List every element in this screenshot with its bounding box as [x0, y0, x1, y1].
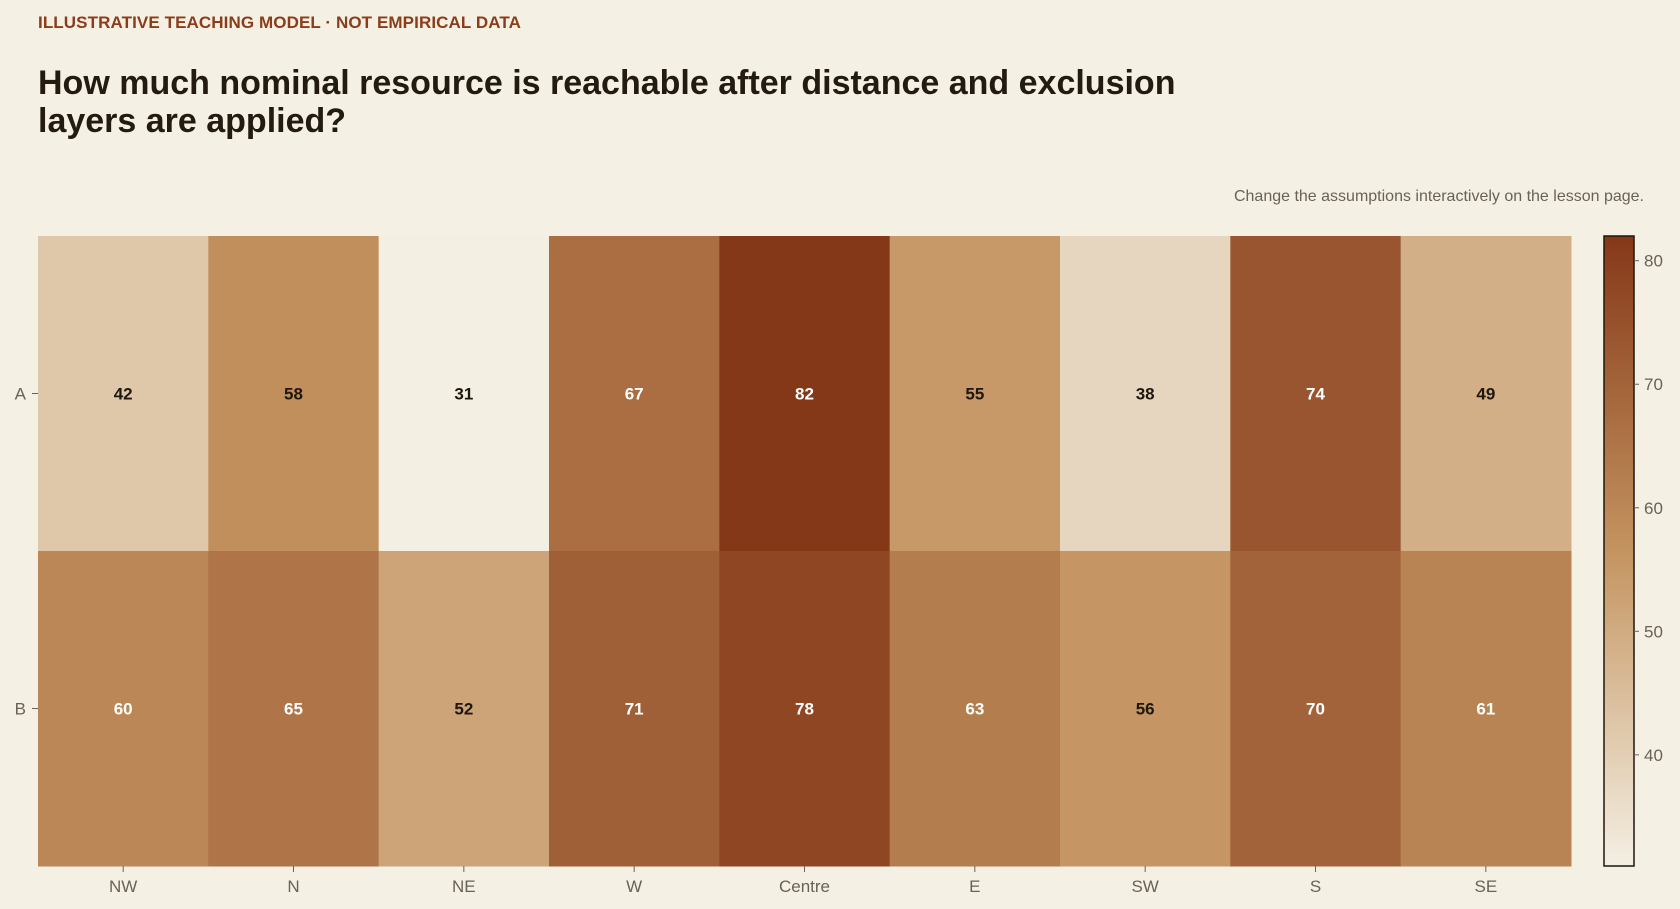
- cell-value-label: 60: [114, 700, 133, 719]
- heatmap-cell: [1060, 236, 1231, 552]
- cell-value-label: 42: [114, 385, 133, 404]
- kicker-label: ILLUSTRATIVE TEACHING MODEL · NOT EMPIRI…: [38, 13, 521, 32]
- heatmap-cell: [719, 236, 891, 552]
- cell-value-label: 55: [965, 385, 984, 404]
- cell-value-label: 31: [454, 385, 473, 404]
- cell-value-label: 49: [1476, 385, 1495, 404]
- cell-value-label: 63: [965, 700, 984, 719]
- x-tick-label: N: [287, 877, 299, 896]
- chart-title: How much nominal resource is reachable a…: [38, 64, 1176, 140]
- x-tick-label: W: [626, 877, 642, 896]
- x-tick-label: NW: [109, 877, 137, 896]
- colorbar: 40 50 60 70 80: [1603, 235, 1663, 867]
- cell-value-label: 61: [1476, 700, 1495, 719]
- heatmap-cell: [208, 236, 380, 552]
- y-tick-label: B: [15, 700, 26, 719]
- cell-value-label: 52: [454, 700, 473, 719]
- colorbar-tick-label: 80: [1644, 252, 1663, 271]
- x-tick-label: S: [1310, 877, 1321, 896]
- colorbar-tick-label: 40: [1644, 746, 1663, 765]
- x-tick-label: E: [969, 877, 980, 896]
- heatmap-axes: NW N NE W Centre E SW S SE A B: [15, 385, 1498, 897]
- cell-value-label: 38: [1136, 385, 1155, 404]
- heatmap-cell: [1400, 236, 1572, 552]
- y-tick-label: A: [15, 385, 27, 404]
- x-tick-label: Centre: [779, 877, 830, 896]
- cell-value-label: 74: [1306, 385, 1325, 404]
- heatmap-cell: [1060, 551, 1231, 867]
- heatmap-cell: [549, 551, 720, 867]
- heatmap-cell: [1230, 551, 1402, 867]
- heatmap-cell: [1230, 236, 1402, 552]
- colorbar-tick-label: 70: [1644, 375, 1663, 394]
- cell-value-label: 78: [795, 700, 814, 719]
- colorbar-tick-label: 50: [1644, 622, 1663, 641]
- heatmap-cell: [38, 551, 209, 867]
- cell-value-label: 65: [284, 700, 303, 719]
- cell-value-label: 58: [284, 385, 303, 404]
- heatmap-cell: [208, 551, 380, 867]
- cell-value-label: 70: [1306, 700, 1325, 719]
- cell-value-label: 67: [625, 385, 644, 404]
- heatmap-cell: [889, 236, 1061, 552]
- heatmap-cell: [549, 236, 720, 552]
- cell-value-label: 71: [625, 700, 644, 719]
- colorbar-tick-label: 60: [1644, 499, 1663, 518]
- heatmap-cell: [378, 236, 550, 552]
- x-tick-label: NE: [452, 877, 476, 896]
- heatmap-cell: [719, 551, 891, 867]
- x-tick-label: SE: [1474, 877, 1497, 896]
- colorbar-gradient: [1603, 235, 1635, 867]
- heatmap-cells: 42 58 31 67 82 55 38 74 49 60 65 52 71 78 63 56 70 61: [38, 236, 1572, 867]
- x-tick-label: SW: [1131, 877, 1158, 896]
- cell-value-label: 82: [795, 385, 814, 404]
- heatmap-cell: [38, 236, 209, 552]
- heatmap-cell: [889, 551, 1061, 867]
- cell-value-label: 56: [1136, 700, 1155, 719]
- heatmap-cell: [1400, 551, 1572, 867]
- heatmap-cell: [378, 551, 550, 867]
- instruction-note: Change the assumptions interactively on …: [1233, 188, 1644, 205]
